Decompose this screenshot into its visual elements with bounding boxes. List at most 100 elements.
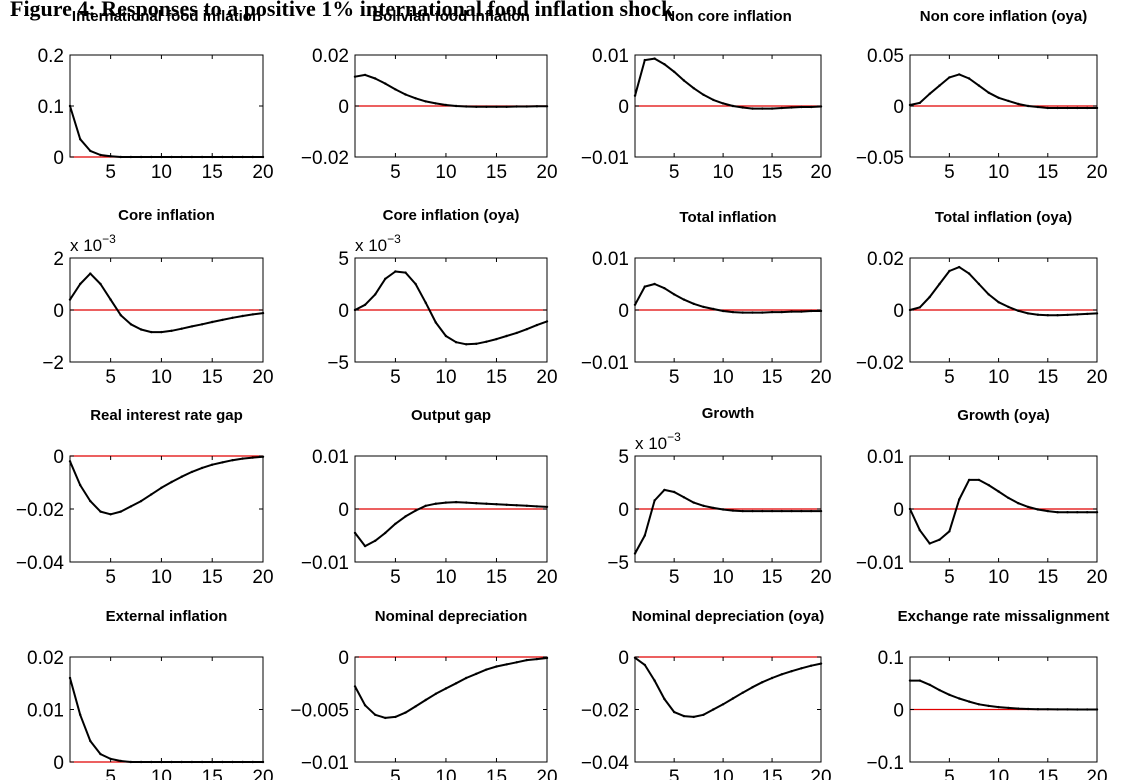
x-tick-label: 20 [536,367,557,388]
data-point [79,713,82,716]
data-point [712,98,715,102]
data-point [180,760,183,764]
data-point [170,155,173,159]
scale-exponent: −3 [667,430,681,444]
x-tick-label: 10 [435,567,456,588]
data-point [180,475,183,478]
y-tick-label: −0.04 [16,553,65,574]
panel-10: Output gap −0.01 0 0.01 5 10 15 20 [301,407,558,588]
data-point [505,503,508,506]
data-point [1076,106,1079,110]
axes-box [69,54,264,158]
data-point [129,760,133,764]
data-point [721,508,725,511]
panel-title: Total inflation (oya) [935,209,1072,226]
data-point [465,105,468,108]
data-point [643,58,646,62]
data-point [1007,99,1010,103]
data-point [653,282,656,286]
x-tick-label: 20 [252,367,273,388]
y-tick-label: 0 [618,500,629,521]
x-tick-label: 5 [390,367,401,388]
data-point [454,341,458,344]
data-point [374,539,377,542]
data-point [918,306,921,309]
scale-exponent: −3 [102,232,116,246]
data-point [908,103,912,107]
data-point [68,460,72,463]
data-point [1056,511,1059,514]
y-tick-label: −0.01 [856,553,904,574]
data-point [363,73,367,77]
y-tick-label: 0.2 [38,46,64,67]
data-point [454,104,458,108]
data-point [535,323,539,327]
y-tick-label: 0.01 [312,447,349,468]
data-point [251,313,254,316]
data-point [150,330,153,334]
data-point [1026,505,1030,509]
data-point [190,470,194,474]
data-point [119,759,123,763]
y-tick-label: 0.02 [27,648,64,669]
data-point [1017,309,1020,312]
x-tick-label: 10 [713,367,734,388]
data-point [475,342,478,345]
data-point [99,752,102,756]
data-point [1086,106,1089,110]
panel-title: Total inflation [679,209,776,226]
data-point [731,310,735,314]
data-point [712,708,715,711]
x-tick-label: 10 [988,767,1009,780]
data-point [1026,104,1030,108]
series-line [634,656,822,718]
y-tick-label: 0.01 [592,46,629,67]
data-point [928,542,931,545]
data-point [663,62,666,66]
data-point [682,79,686,82]
panel-title: Exchange rate missalignment [898,608,1110,625]
data-point [170,760,173,764]
panel-title: Growth [702,405,755,422]
data-point [505,334,508,338]
data-point [977,703,981,706]
data-point [241,314,244,318]
data-point [928,92,931,96]
data-point [997,490,1000,493]
data-point [741,311,744,314]
x-tick-label: 15 [761,367,782,388]
data-point [643,534,646,537]
panel-title: Core inflation [118,207,215,224]
data-point [790,670,793,673]
data-point [790,509,793,513]
data-point [150,493,153,496]
data-point [200,155,204,159]
data-point [414,509,417,512]
data-point [424,698,427,702]
data-point [819,509,823,513]
x-tick-label: 5 [390,767,401,780]
data-point [374,77,377,80]
x-tick-label: 5 [944,367,955,388]
data-point [211,155,214,159]
data-point [139,328,143,331]
y-tick-label: −2 [42,353,64,374]
data-point [987,483,990,487]
scale-factor-label: x 10−3 [70,232,116,255]
x-tick-label: 5 [944,767,955,780]
data-point [751,107,754,110]
data-point [780,106,783,110]
y-tick-label: 0 [893,701,904,722]
data-point [702,93,705,97]
axes-box [634,656,822,763]
data-point [1086,511,1089,514]
data-point [261,311,265,315]
data-point [353,308,357,312]
panel-13: External inflation 0 0.01 0.02 5 10 15 20 [27,608,274,780]
panel-title: Core inflation (oya) [383,207,520,224]
data-point [475,672,478,675]
data-point [770,676,774,680]
data-point [1036,508,1040,511]
data-point [721,309,725,313]
data-point [221,461,224,464]
